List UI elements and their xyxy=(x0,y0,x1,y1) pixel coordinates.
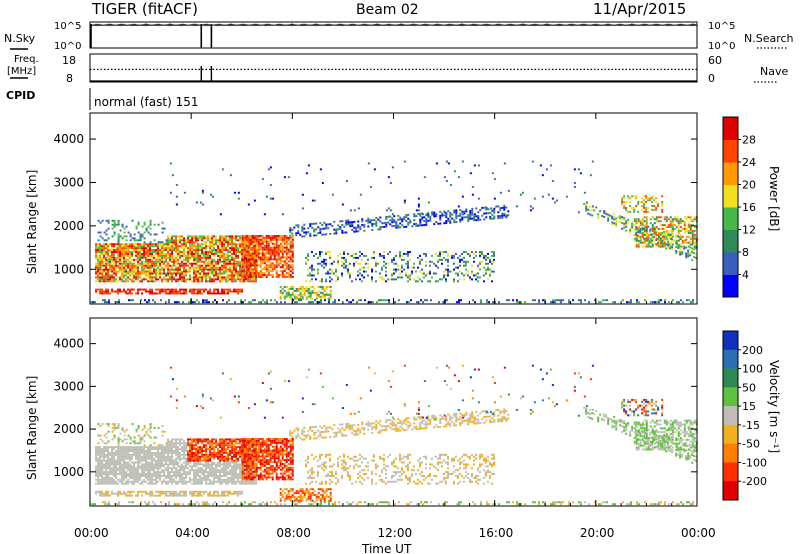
noise-ytick-right-bottom: 10^0 xyxy=(708,41,735,52)
power-colorbar-tick: 12 xyxy=(742,224,756,237)
velocity-colorbar-tick: 15 xyxy=(742,400,756,413)
velocity-colorbar-swatch xyxy=(723,387,738,407)
power-colorbar-swatch xyxy=(723,229,738,253)
velocity-colorbar-swatch xyxy=(723,424,738,445)
cpid-value: normal (fast) 151 xyxy=(94,95,198,109)
xaxis-tick-label: 00:00 xyxy=(681,526,716,540)
velocity-colorbar-tick: -50 xyxy=(742,438,760,451)
xaxis-tick-label: 20:00 xyxy=(580,526,615,540)
yaxis-tick-label: 1000 xyxy=(53,465,84,479)
nave-label: Nave xyxy=(760,65,788,78)
velocity-colorbar-tick: 100 xyxy=(742,363,763,376)
velocity-colorbar-swatch xyxy=(723,462,738,482)
frequency-series xyxy=(90,66,697,82)
freq-ytick-left-top: 18 xyxy=(62,54,76,67)
freq-ytick-right-top: 60 xyxy=(708,54,722,67)
power-colorbar-tick: 8 xyxy=(742,246,749,259)
velocity-colorbar-swatch xyxy=(723,368,738,388)
yaxis-tick-label: 3000 xyxy=(53,379,84,393)
velocity-field xyxy=(90,364,698,506)
xaxis-tick-label: 04:00 xyxy=(175,526,210,540)
velocity-colorbar-tick: 200 xyxy=(742,344,763,357)
velocity-ylabel: Slant Range [km] xyxy=(25,376,39,480)
power-colorbar-swatch xyxy=(723,207,738,230)
radar-title: TIGER (fitACF) xyxy=(92,0,199,18)
cpid-label: CPID xyxy=(6,89,35,102)
power-colorbar-swatch xyxy=(723,139,738,163)
velocity-colorbar-tick: -100 xyxy=(742,456,767,469)
velocity-colorbar-swatch xyxy=(723,443,738,463)
noise-ytick-left-bottom: 10^0 xyxy=(54,41,81,52)
power-ylabel: Slant Range [km] xyxy=(25,170,39,274)
nsearch-label: N.Search xyxy=(744,32,794,45)
noise-series xyxy=(89,23,698,48)
yaxis-tick-label: 4000 xyxy=(53,337,84,351)
xaxis-tick-label: 12:00 xyxy=(378,526,413,540)
yaxis-tick-label: 2000 xyxy=(53,422,84,436)
power-colorbar-tick: 20 xyxy=(742,179,756,192)
velocity-colorbar-tick: -15 xyxy=(742,419,760,432)
xaxis-tick-label: 08:00 xyxy=(276,526,311,540)
nsky-line xyxy=(89,23,698,27)
yaxis-tick-label: 3000 xyxy=(53,175,84,189)
power-colorbar-tick: 4 xyxy=(742,269,749,282)
noise-ytick-left-top: 10^5 xyxy=(54,21,81,32)
power-colorbar-swatch xyxy=(723,252,738,275)
power-colorbar-tick: 16 xyxy=(742,201,756,214)
freq-ytick-right-bottom: 0 xyxy=(708,72,715,85)
velocity-colorbar-swatch xyxy=(723,331,738,351)
beam-label: Beam 02 xyxy=(356,2,419,18)
velocity-colorbar-tick: 50 xyxy=(742,381,756,394)
power-colorbar-swatch xyxy=(723,117,738,140)
freq-ytick-left-bottom: 8 xyxy=(66,72,73,85)
noise-panel-frame xyxy=(89,21,698,49)
power-colorbar-tick: 24 xyxy=(742,156,756,169)
velocity-colorbar-tick: -200 xyxy=(742,475,767,488)
frequency-panel-frame xyxy=(89,53,698,83)
yaxis-tick-label: 4000 xyxy=(53,132,84,146)
xaxis-tick-label: 00:00 xyxy=(74,526,109,540)
power-colorbar-tick: 28 xyxy=(742,134,756,147)
velocity-colorbar-swatch xyxy=(723,349,738,370)
yaxis-tick-label: 2000 xyxy=(53,219,84,233)
xaxis-tick-label: 16:00 xyxy=(479,526,514,540)
velocity-colorbar-swatch xyxy=(723,481,738,501)
power-field xyxy=(90,160,698,304)
noise-ytick-right-top: 10^5 xyxy=(708,21,735,32)
power-colorbar-label: Power [dB] xyxy=(767,166,781,231)
freq-unit-label: [MHz] xyxy=(7,66,36,77)
power-colorbar-swatch xyxy=(723,162,738,185)
yaxis-tick-label: 1000 xyxy=(53,262,84,276)
power-colorbar-swatch xyxy=(723,184,738,208)
date-label: 11/Apr/2015 xyxy=(593,0,687,18)
velocity-colorbar-swatch xyxy=(723,406,738,426)
power-colorbar-swatch xyxy=(723,274,738,298)
nsky-label: N.Sky xyxy=(4,32,36,45)
velocity-colorbar-label: Velocity [m s⁻¹] xyxy=(767,360,781,453)
xaxis-label: Time UT xyxy=(361,542,412,554)
freq-label: Freq. xyxy=(14,54,39,65)
